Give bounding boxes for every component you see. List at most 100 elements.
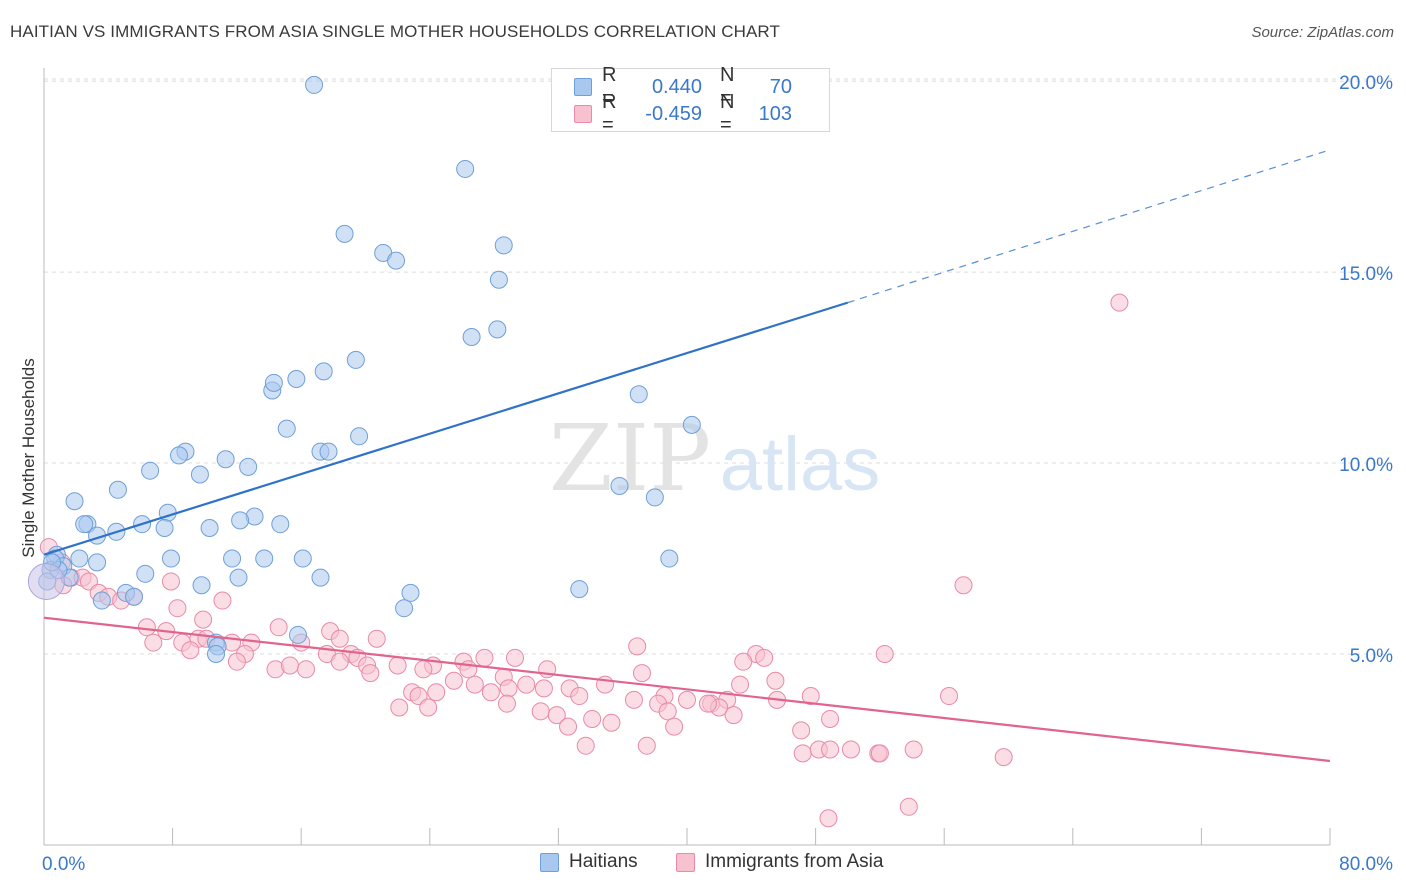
haitians-point [494, 236, 513, 255]
points-layer [27, 75, 1129, 828]
stats-legend: R = 0.440 N = 70 R = -0.459 N = 103 [551, 64, 830, 136]
x-tick-label: 80.0% [1339, 854, 1393, 875]
source-label: Source: ZipAtlas.com [1251, 24, 1394, 41]
asia-point [227, 652, 246, 671]
asia-point [168, 599, 187, 618]
haitians-point [141, 461, 160, 480]
haitians-point [488, 320, 507, 339]
watermark: ZIP atlas [549, 405, 880, 512]
asia-point [465, 675, 484, 694]
legend-r-value: 0.440 [651, 75, 702, 98]
series-swatch-asia [676, 852, 695, 872]
asia-point [678, 690, 696, 709]
watermark-atlas: atlas [720, 422, 881, 507]
series-legend-asia: Immigrants from Asia [676, 851, 883, 873]
asia-point [793, 744, 812, 763]
haitians-point [70, 549, 89, 568]
tick-labels: 5.0% 10.0% 15.0% 20.0% 0.0% 80.0% [42, 73, 1393, 875]
haitians-point [293, 549, 312, 568]
series-swatch-haitians [540, 852, 559, 872]
asia-point [390, 698, 409, 717]
haitians-point [311, 568, 330, 587]
asia-point [841, 740, 860, 759]
haitians-point [335, 224, 354, 243]
haitians-point [229, 568, 248, 587]
haitians-point [401, 583, 420, 602]
asia-point [821, 709, 840, 728]
haitians-point [108, 480, 127, 499]
haitians-point [456, 159, 475, 178]
asia-point [904, 740, 923, 759]
legend-r-value: -0.459 [645, 102, 702, 125]
haitians-point [75, 515, 94, 534]
series-label-haitians: Haitians [569, 851, 638, 872]
asia-point [570, 687, 589, 706]
haitians-point [288, 625, 307, 644]
haitians-point [277, 419, 296, 438]
haitians-point [682, 415, 701, 434]
asia-point [559, 717, 578, 736]
legend-swatch-haitians [574, 78, 592, 96]
haitians-point [190, 465, 209, 484]
asia-point [367, 629, 386, 648]
asia-point [414, 660, 433, 679]
asia-point [576, 736, 595, 755]
asia-point [531, 702, 550, 721]
asia-point [899, 797, 918, 816]
asia-point [731, 675, 750, 694]
asia-point [181, 641, 200, 660]
asia-point [624, 690, 643, 709]
y-axis-label: Single Mother Households [19, 358, 38, 557]
haitians-point [305, 75, 324, 94]
haitians-point [660, 549, 679, 568]
chart-title: HAITIAN VS IMMIGRANTS FROM ASIA SINGLE M… [10, 22, 780, 41]
haitians-point [239, 457, 258, 476]
haitians-point [462, 328, 481, 347]
haitians-trend-line [43, 301, 849, 556]
haitians-point [570, 580, 589, 599]
asia-point [940, 687, 959, 706]
haitians-point [170, 446, 189, 465]
asia-trend-line [43, 616, 1331, 763]
asia-point [875, 645, 894, 664]
haitians-point [319, 442, 338, 461]
haitians-point [395, 599, 414, 618]
asia-point [330, 652, 349, 671]
asia-point [427, 683, 446, 702]
legend-n-value: 70 [769, 75, 792, 98]
asia-point [821, 740, 840, 759]
legend-row-asia: R = -0.459 N = 103 [574, 91, 792, 136]
asia-point [547, 706, 566, 725]
haitians-point [200, 518, 219, 537]
legend-row-haitians: R = 0.440 N = 70 [574, 64, 792, 109]
legend-n-label: N = [720, 91, 735, 136]
haitians-point [231, 511, 250, 530]
asia-point [517, 675, 536, 694]
asia-point [665, 717, 684, 736]
series-label-asia: Immigrants from Asia [705, 851, 884, 872]
asia-point [280, 656, 299, 675]
legend-n-label: N = [720, 64, 735, 109]
haitians-point [610, 476, 629, 495]
haitians-point [125, 587, 144, 606]
y-tick-label: 10.0% [1339, 455, 1393, 476]
asia-point [161, 572, 180, 591]
haitians-point [264, 373, 283, 392]
x-tick-label: 0.0% [42, 854, 85, 875]
asia-point [444, 671, 463, 690]
haitians-point [645, 488, 664, 507]
asia-point [297, 660, 316, 679]
y-tick-label: 5.0% [1350, 646, 1393, 667]
asia-point [602, 713, 621, 732]
asia-point [534, 679, 553, 698]
asia-point [330, 629, 349, 648]
haitians-point [271, 515, 290, 534]
asia-point [419, 698, 438, 717]
haitians-point [350, 427, 369, 446]
haitians-point [155, 518, 174, 537]
asia-point [194, 610, 213, 629]
haitians-point [489, 270, 508, 289]
asia-point [994, 748, 1013, 767]
asia-point [481, 683, 500, 702]
